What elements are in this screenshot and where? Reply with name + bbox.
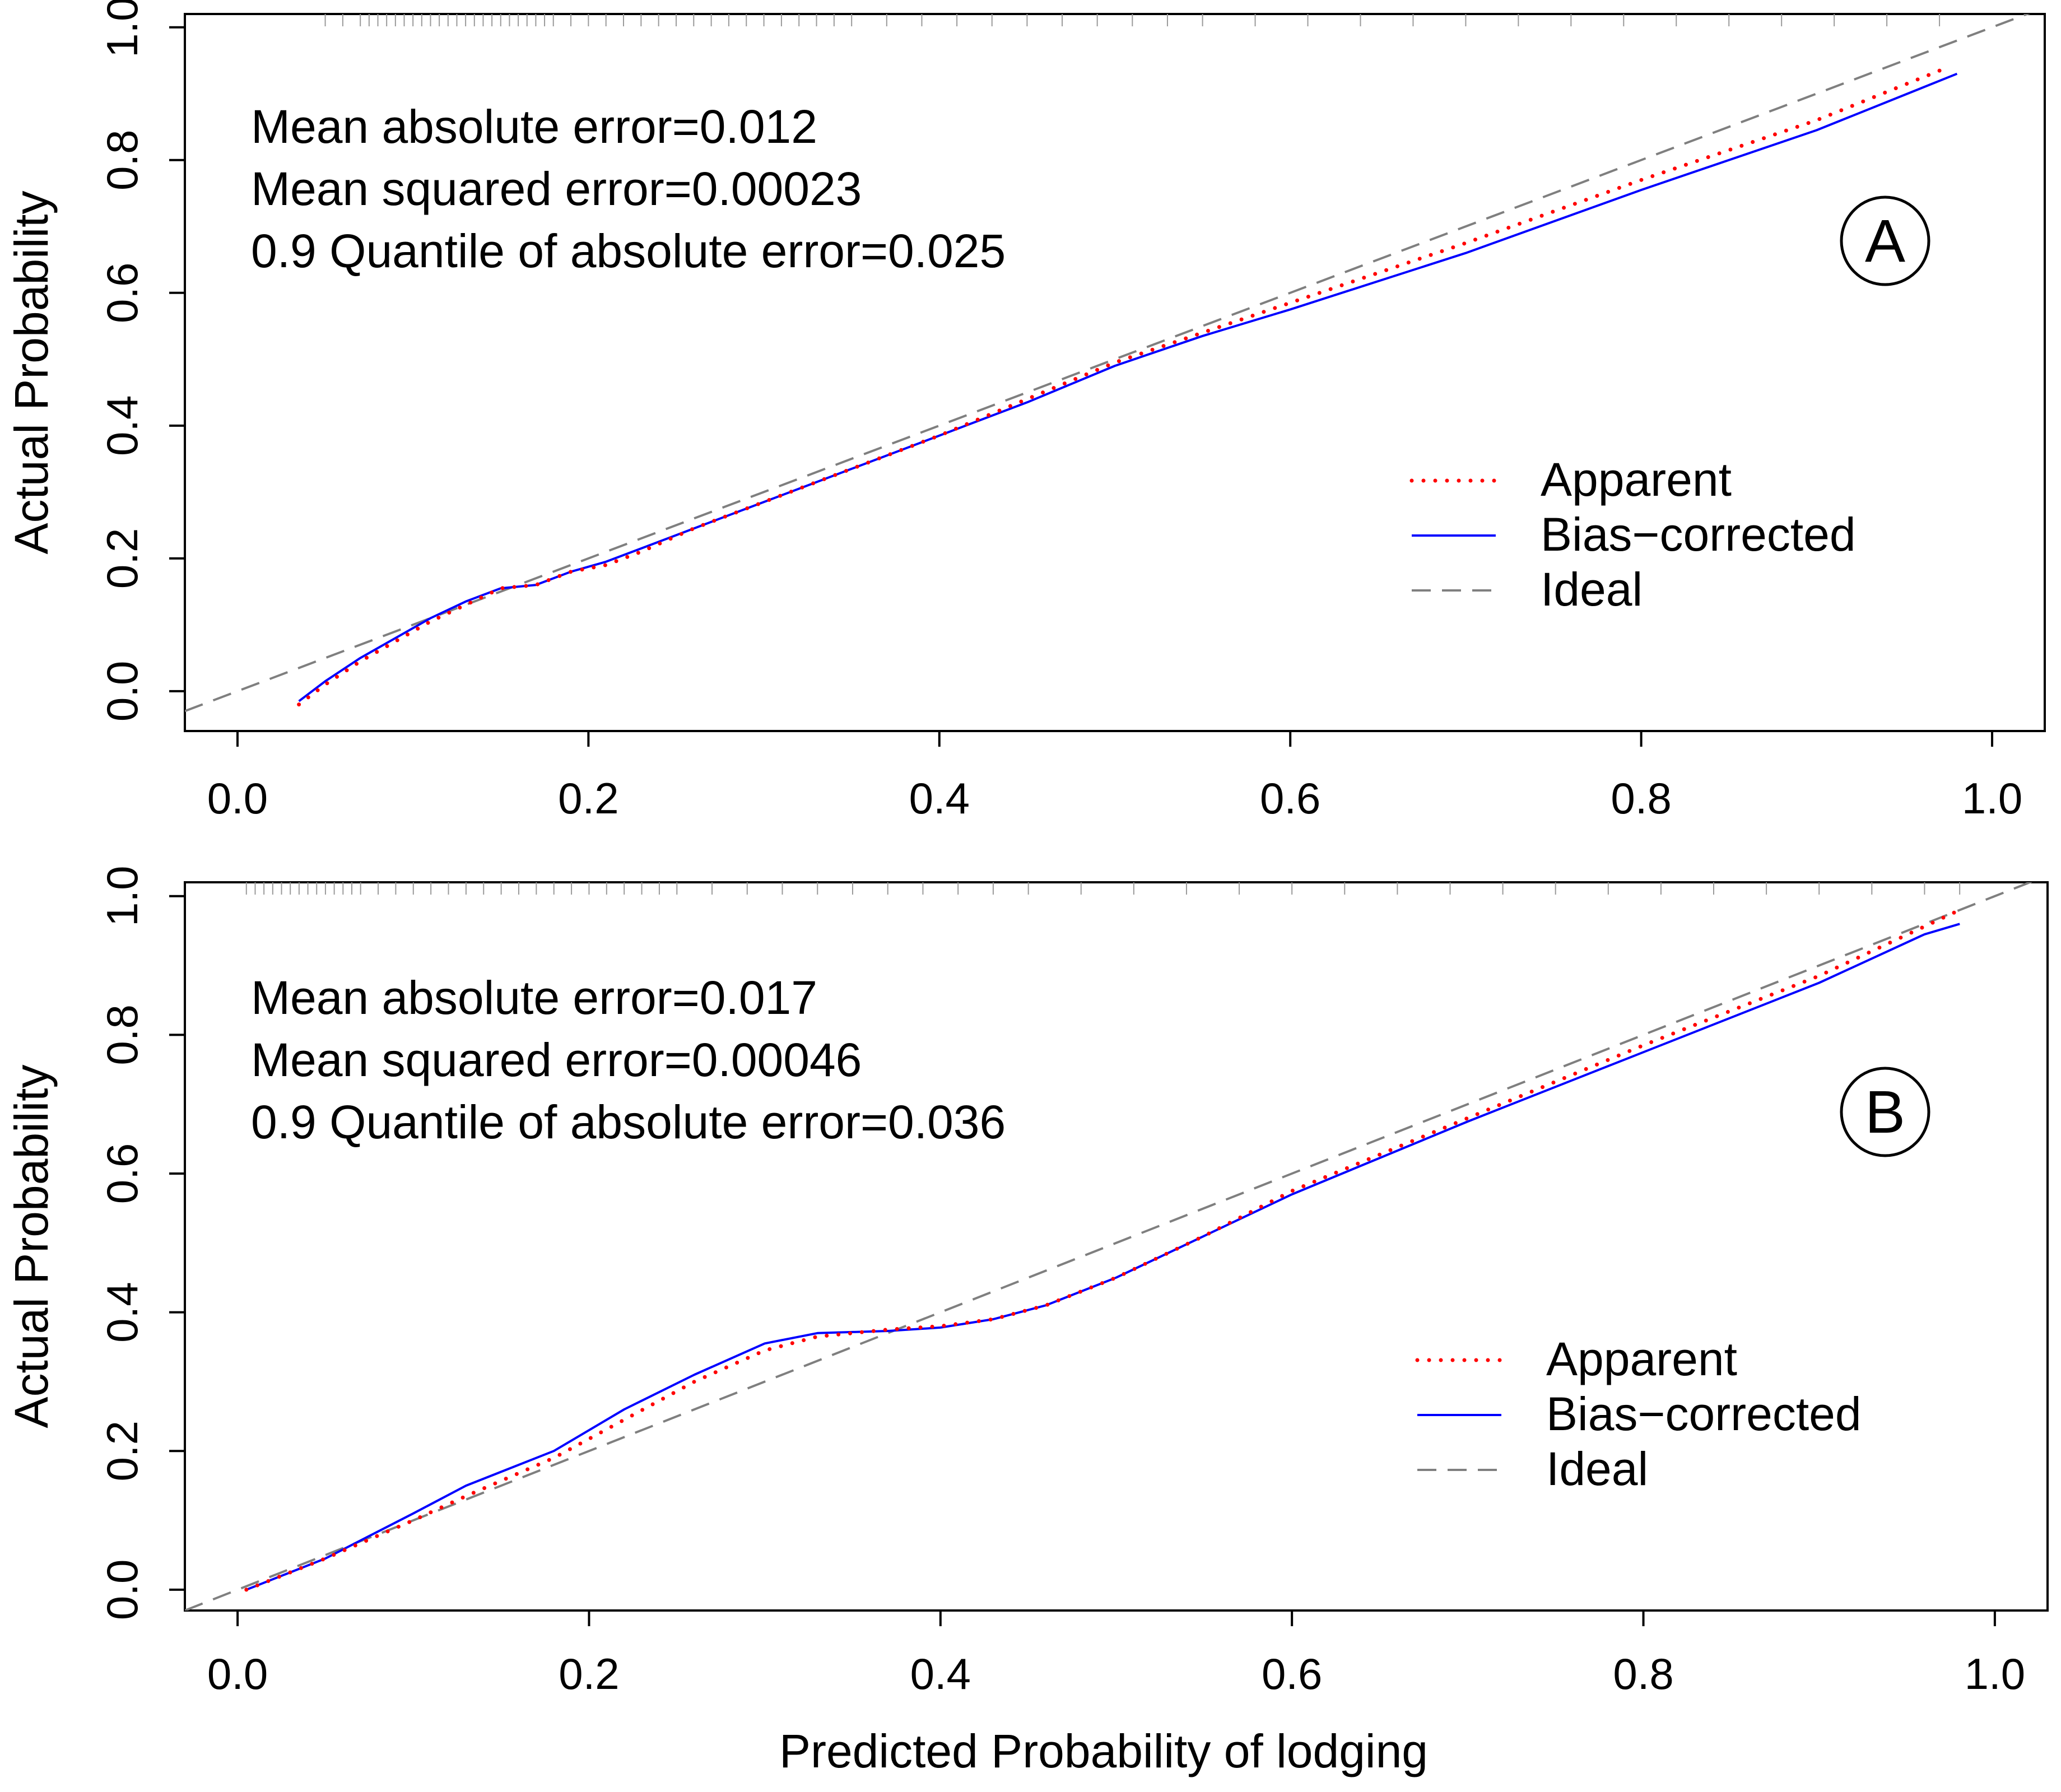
- y-tick-label: 1.0: [97, 866, 147, 927]
- x-tick-label: 0.4: [910, 1649, 971, 1698]
- x-tick-label: 0.0: [207, 774, 268, 823]
- y-tick-label: 0.6: [97, 263, 147, 323]
- y-tick-label: 0.2: [97, 528, 147, 589]
- rug-marks: [324, 14, 1941, 26]
- plot-frame: [184, 13, 2046, 732]
- legend-label: Bias−corrected: [1541, 508, 1856, 561]
- calibration-panel-b: 0.0 0.2 0.4 0.6 0.8 1.0 0.0 0.2 0.4 0.6 0.8 1.0 Actu…: [5, 866, 2049, 1698]
- y-tick-label: 0.4: [97, 395, 147, 456]
- y-axis-label: Actual Probability: [5, 1065, 58, 1428]
- legend-label: Bias−corrected: [1546, 1388, 1862, 1440]
- plot-frame: [184, 881, 2049, 1612]
- panel-label: A: [1865, 207, 1905, 274]
- series-line-solid: [246, 923, 1960, 1591]
- x-tick-label: 1.0: [1965, 1649, 2025, 1698]
- panel-label-circle: [1840, 1067, 1930, 1157]
- error-statistic: Mean absolute error=0.012: [251, 100, 817, 153]
- legend-label: Ideal: [1546, 1442, 1648, 1495]
- panel-label-circle: [1840, 196, 1930, 286]
- rug-marks: [245, 882, 1961, 895]
- x-tick-label: 1.0: [1962, 774, 2022, 823]
- error-statistic: Mean squared error=0.00023: [251, 162, 862, 215]
- legend-label: Ideal: [1541, 563, 1643, 616]
- y-tick-label: 0.0: [97, 661, 147, 722]
- series-line-dotted: [297, 65, 1951, 707]
- legend-label: Apparent: [1541, 453, 1732, 506]
- x-tick-label: 0.4: [909, 774, 970, 823]
- panel-label: B: [1865, 1078, 1905, 1146]
- series-line-dashed: [185, 882, 2034, 1611]
- y-tick-label: 0.8: [97, 130, 147, 190]
- x-tick-label: 0.0: [207, 1649, 268, 1698]
- calibration-panel-a: 0.0 0.2 0.4 0.6 0.8 1.0 0.0 0.2 0.4 0.6 0.8 1.0 Actu…: [5, 0, 2046, 823]
- x-tick-label: 0.2: [558, 774, 618, 823]
- x-tick-label: 0.8: [1611, 774, 1671, 823]
- y-tick-label: 0.2: [97, 1421, 147, 1481]
- y-tick-label: 1.0: [97, 0, 147, 58]
- legend-label: Apparent: [1546, 1333, 1737, 1385]
- x-tick-label: 0.6: [1260, 774, 1320, 823]
- error-statistic: Mean squared error=0.00046: [251, 1034, 862, 1086]
- y-tick-label: 0.0: [97, 1560, 147, 1620]
- error-statistic: Mean absolute error=0.017: [251, 971, 817, 1024]
- x-tick-label: 0.6: [1262, 1649, 1322, 1698]
- y-axis-label: Actual Probability: [5, 191, 58, 555]
- error-statistic: 0.9 Quantile of absolute error=0.025: [251, 225, 1006, 277]
- y-tick-label: 0.8: [97, 1004, 147, 1065]
- y-tick-label: 0.4: [97, 1282, 147, 1342]
- error-statistic: 0.9 Quantile of absolute error=0.036: [251, 1096, 1006, 1148]
- x-tick-label: 0.2: [559, 1649, 619, 1698]
- x-tick-label: 0.8: [1613, 1649, 1673, 1698]
- x-axis-label: Predicted Probability of lodging: [779, 1725, 1428, 1777]
- y-tick-label: 0.6: [97, 1143, 147, 1204]
